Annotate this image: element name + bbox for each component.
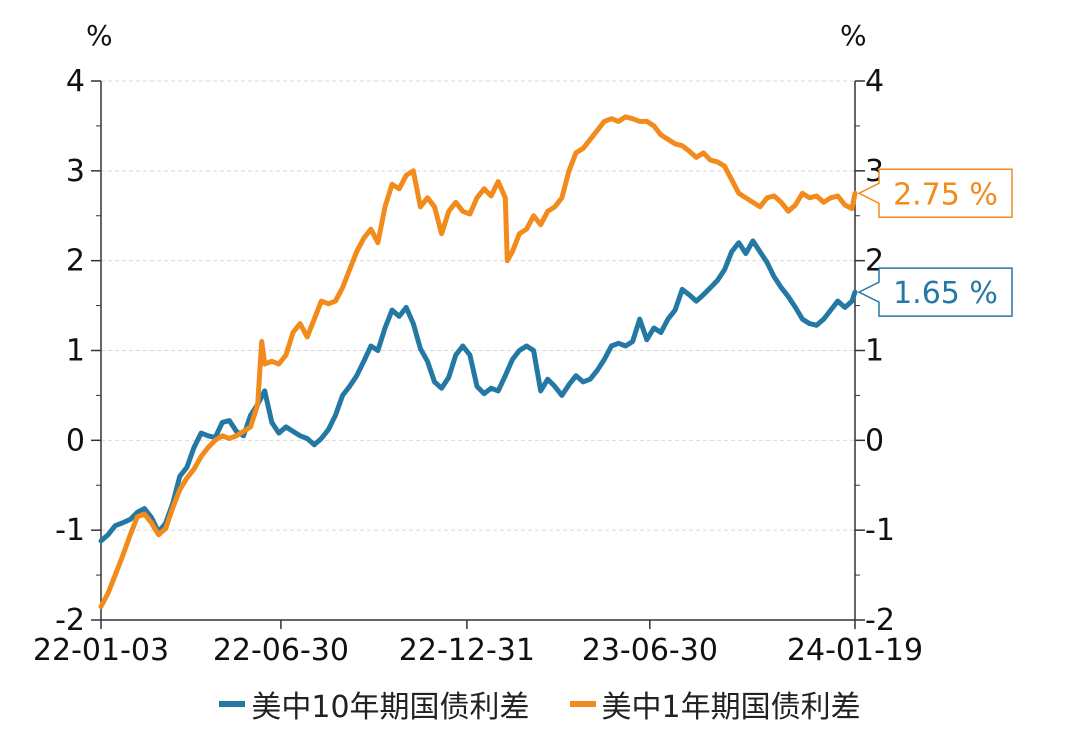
series-line-1y	[98, 114, 858, 609]
left-y-tick-label: -2	[55, 603, 85, 638]
legend: 美中10年期国债利差 美中1年期国债利差	[0, 682, 1080, 726]
right-y-tick-label: -1	[865, 513, 895, 548]
end-labels: 1.65 % 2.75 %	[857, 168, 1013, 317]
left-y-tick-label: 0	[66, 423, 85, 458]
left-y-tick-label: 2	[66, 244, 85, 279]
legend-swatch-1y	[569, 701, 596, 707]
x-ticks: 22-01-03 22-06-30 22-12-31 23-06-30 24-01-19	[33, 620, 923, 668]
x-tick-label: 24-01-19	[787, 633, 923, 668]
x-tick-label: 23-06-30	[582, 633, 718, 668]
x-tick-label: 22-06-30	[213, 633, 349, 668]
legend-item-10y: 美中10年期国债利差	[219, 682, 530, 726]
legend-label-1y: 美中1年期国债利差	[601, 690, 861, 725]
series-lines	[98, 114, 858, 609]
right-y-unit-label: %	[840, 19, 867, 52]
left-y-tick-label: 3	[66, 154, 85, 189]
gridlines	[101, 80, 855, 531]
right-y-tick-label: 0	[865, 423, 884, 458]
x-tick-label: 22-01-03	[33, 633, 169, 668]
right-y-tick-label: 4	[865, 64, 884, 99]
legend-label-10y: 美中10年期国债利差	[251, 690, 530, 725]
series-line-10y	[98, 238, 858, 544]
end-label-1y: 2.75 %	[893, 177, 998, 212]
end-label-10y: 1.65 %	[893, 276, 998, 311]
right-y-tick-label: -2	[865, 603, 895, 638]
right-y-tick-label: 1	[865, 334, 884, 369]
x-tick-label: 22-12-31	[399, 633, 535, 668]
left-y-tick-label: 1	[66, 334, 85, 369]
left-y-ticks: -2 -1 0 1 2 3 4	[55, 64, 101, 638]
chart: % % -2 -1 0 1 2 3 4 -2 -1 0 1 2 3 4 22-01-03 22-06-30…	[33, 19, 1013, 668]
legend-swatch-10y	[219, 701, 246, 707]
left-y-tick-label: 4	[66, 64, 85, 99]
left-y-tick-label: -1	[55, 513, 85, 548]
legend-item-1y: 美中1年期国债利差	[569, 682, 861, 726]
end-label-box-1y	[857, 168, 1013, 219]
left-y-unit-label: %	[86, 19, 113, 52]
end-label-box-10y	[857, 267, 1013, 317]
